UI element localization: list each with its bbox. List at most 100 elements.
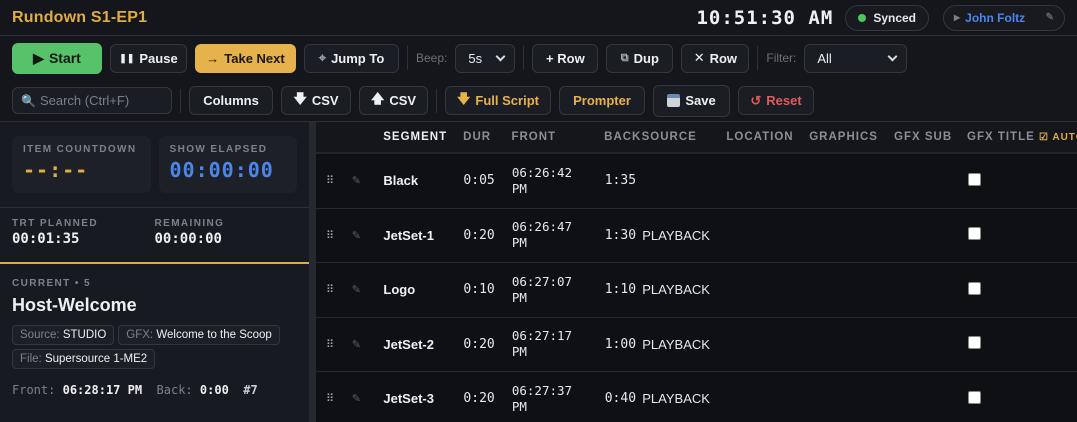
col-location[interactable]: LOCATION <box>726 131 794 143</box>
dur-cell[interactable]: 0:05 <box>463 173 495 189</box>
trt-planned-value: 00:01:35 <box>12 231 80 247</box>
arrow-up-icon: 🡅 <box>370 90 385 106</box>
wall-clock: 10:51:30 AM <box>696 6 834 29</box>
filter-select[interactable]: All <box>804 43 908 73</box>
save-button[interactable]: Save <box>653 84 730 117</box>
source-cell[interactable]: PLAYBACK <box>642 227 710 243</box>
pause-button[interactable]: ❚❚ Pause <box>110 43 187 73</box>
segment-cell[interactable]: JetSet-1 <box>383 227 434 243</box>
secondary-toolbar: 🔍 Search (Ctrl+F) Columns 🡇 CSV 🡅 CSV 🡇 Ful… <box>0 80 1077 122</box>
top-bar: Rundown S1-EP1 10:51:30 AM Synced ▶ John… <box>0 0 1077 36</box>
dup-label: Dup <box>633 50 659 66</box>
edit-pencil-icon[interactable]: ✎ <box>351 338 361 351</box>
table-row[interactable]: ⠿ ✎ Logo 0:10 06:27:07 PM 1:10 PLAYBACK <box>316 263 1077 318</box>
copy-icon: ⧉ <box>620 51 629 64</box>
dur-cell[interactable]: 0:20 <box>463 227 495 243</box>
col-dur[interactable]: DUR <box>463 131 492 143</box>
col-segment[interactable]: SEGMENT <box>383 131 448 143</box>
front-ampm: PM <box>511 344 527 360</box>
col-source[interactable]: SOURCE <box>641 131 697 143</box>
edit-pencil-icon[interactable]: ✎ <box>351 284 361 297</box>
table-body: ⠿ ✎ Black 0:05 06:26:42 PM 1:35 ⠿ ✎ JetSe… <box>316 154 1077 422</box>
add-row-button[interactable]: + Row <box>532 43 599 73</box>
beep-select[interactable]: 5s <box>455 43 516 73</box>
item-index: #7 <box>243 383 258 397</box>
front-cell: 06:27:07 PM <box>512 274 605 306</box>
edit-pencil-icon[interactable]: ✎ <box>351 175 361 188</box>
user-badge[interactable]: ▶ John Foltz ✎ <box>943 4 1065 31</box>
duplicate-row-button[interactable]: ⧉ Dup <box>606 43 674 73</box>
edit-pencil-icon[interactable]: ✎ <box>351 393 361 406</box>
current-timing: Front: 06:28:17 PM Back: 0:00 #7 <box>12 383 297 397</box>
take-next-button[interactable]: → Take Next <box>195 43 296 73</box>
reset-button[interactable]: ↺ Reset <box>738 86 814 115</box>
import-csv-button[interactable]: 🡅 CSV <box>359 86 428 115</box>
front-cell: 06:27:37 PM <box>512 383 605 415</box>
dur-cell[interactable]: 0:20 <box>463 336 495 352</box>
front-cell: 06:27:17 PM <box>512 328 605 360</box>
reset-label: Reset <box>766 93 802 108</box>
gfx-tag: GFX: Welcome to the Scoop <box>118 325 280 345</box>
full-script-button[interactable]: 🡇 Full Script <box>445 86 551 115</box>
drag-handle-icon[interactable]: ⠿ <box>326 175 335 188</box>
col-gfx-sub[interactable]: GFX SUB <box>894 131 953 143</box>
search-input[interactable]: 🔍 Search (Ctrl+F) <box>12 87 172 114</box>
edit-pencil-icon[interactable]: ✎ <box>351 229 361 242</box>
floppy-disk-icon <box>667 94 681 107</box>
drag-handle-icon[interactable]: ⠿ <box>326 284 335 297</box>
back-cell: 0:40 <box>604 391 637 407</box>
export-csv-button[interactable]: 🡇 CSV <box>281 86 351 115</box>
source-cell[interactable]: PLAYBACK <box>642 336 710 352</box>
timer-cards: ITEM COUNTDOWN --:-- SHOW ELAPSED 00:00:… <box>0 122 309 208</box>
gfx-title-checkbox[interactable] <box>968 390 982 404</box>
back-cell: 1:30 <box>604 227 637 243</box>
col-back[interactable]: BACK <box>604 131 642 143</box>
col-graphics[interactable]: GRAPHICS <box>809 131 878 143</box>
gfx-title-checkbox[interactable] <box>968 336 982 350</box>
trt-planned-label: TRT PLANNED <box>12 218 98 229</box>
panel-resize-handle[interactable] <box>309 122 316 422</box>
drag-handle-icon[interactable]: ⠿ <box>326 338 335 351</box>
segment-cell[interactable]: Black <box>383 173 419 189</box>
front-ampm: PM <box>511 235 527 251</box>
drag-handle-icon[interactable]: ⠿ <box>326 229 335 242</box>
columns-button[interactable]: Columns <box>189 86 273 115</box>
dur-cell[interactable]: 0:20 <box>463 391 495 407</box>
delete-row-button[interactable]: ✕ Row <box>681 43 750 73</box>
status-sidebar: ITEM COUNTDOWN --:-- SHOW ELAPSED 00:00:… <box>0 122 309 422</box>
segment-cell[interactable]: JetSet-2 <box>383 336 434 352</box>
pencil-icon[interactable]: ✎ <box>1045 12 1054 23</box>
drag-handle-icon[interactable]: ⠿ <box>326 393 335 406</box>
front-time: 06:27:17 <box>511 328 573 344</box>
segment-cell[interactable]: JetSet-3 <box>383 391 434 407</box>
col-front[interactable]: FRONT <box>511 131 557 143</box>
gfx-title-checkbox[interactable] <box>968 227 982 241</box>
auto-toggle[interactable]: ☑ AUTO <box>1039 132 1077 143</box>
gfx-title-checkbox[interactable] <box>968 281 982 295</box>
back-cell: 1:00 <box>604 336 637 352</box>
file-tag: File: Supersource 1-ME2 <box>12 349 156 369</box>
remaining-value: 00:00:00 <box>154 231 222 247</box>
source-cell[interactable]: PLAYBACK <box>642 391 710 407</box>
start-label: Start <box>48 50 81 66</box>
gfx-title-cell <box>968 227 1077 243</box>
segment-cell[interactable]: Logo <box>383 282 416 298</box>
start-button[interactable]: ▶ Start <box>12 42 102 74</box>
main-area: ITEM COUNTDOWN --:-- SHOW ELAPSED 00:00:… <box>0 122 1077 422</box>
col-gfx-title[interactable]: GFX TITLE ☑ AUTO <box>967 131 1077 143</box>
dur-cell[interactable]: 0:10 <box>463 282 495 298</box>
beep-value: 5s <box>468 50 483 66</box>
table-row[interactable]: ⠿ ✎ Black 0:05 06:26:42 PM 1:35 <box>316 154 1077 209</box>
front-key: Front: <box>12 383 56 397</box>
table-row[interactable]: ⠿ ✎ JetSet-2 0:20 06:27:17 PM 1:00 PLAYBA… <box>316 318 1077 372</box>
front-ampm: PM <box>511 398 527 414</box>
table-row[interactable]: ⠿ ✎ JetSet-3 0:20 06:27:37 PM 0:40 PLAYBA… <box>316 372 1077 422</box>
gfx-value: Welcome to the Scoop <box>156 329 272 341</box>
gfx-title-checkbox[interactable] <box>968 172 982 186</box>
source-cell[interactable]: PLAYBACK <box>642 282 710 298</box>
divider <box>407 46 408 70</box>
prompter-button[interactable]: Prompter <box>559 86 645 115</box>
table-row[interactable]: ⠿ ✎ JetSet-1 0:20 06:26:47 PM 1:30 PLAYBA… <box>316 209 1077 263</box>
jump-to-label: Jump To <box>331 50 385 66</box>
jump-to-button[interactable]: ⌖ Jump To <box>304 43 399 73</box>
